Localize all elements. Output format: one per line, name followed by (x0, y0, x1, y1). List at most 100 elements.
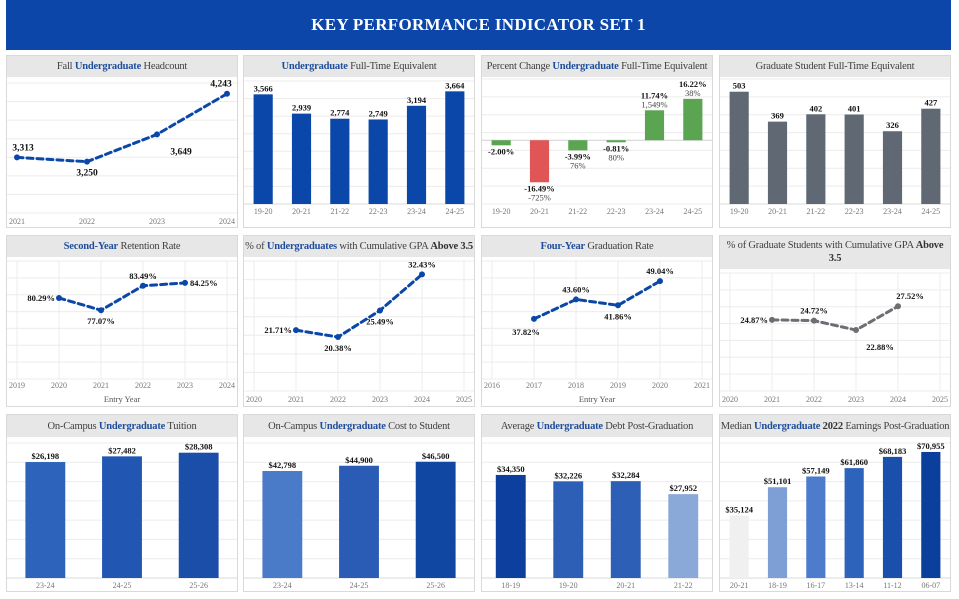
data-point (335, 334, 341, 341)
bar (729, 91, 749, 204)
chart-title-segment: Undergraduate (319, 420, 386, 432)
bar (495, 474, 526, 578)
data-label: 22.88% (866, 342, 894, 352)
x-tick-label: 2025 (932, 395, 948, 404)
x-tick-label: 2021 (764, 395, 780, 404)
series-line (770, 304, 900, 332)
chart-plot: 503 19-20 369 20-21 402 21-22 401 22-23 326 23-24… (720, 78, 950, 216)
data-label: 21.71% (264, 325, 292, 335)
bar (253, 94, 273, 204)
data-point (56, 294, 62, 301)
chart-title-segment: % of Graduate Students with Cumulative G… (726, 240, 916, 251)
x-tick-label: 2020 (246, 395, 262, 404)
series-line (294, 272, 424, 339)
dashboard-header: KEY PERFORMANCE INDICATOR SET 1 (6, 0, 951, 50)
data-sublabel: 80% (608, 152, 624, 162)
x-tick-label: 24-25 (683, 207, 702, 216)
x-tick-label: 06-07 (921, 581, 940, 590)
data-point (154, 131, 160, 138)
data-label: $57,149 (802, 465, 830, 475)
x-tick-label: 11-12 (883, 581, 901, 590)
data-label: 11.74% (641, 90, 668, 100)
chart-title: Second-Year Retention Rate (7, 236, 237, 257)
data-label: $35,124 (725, 505, 753, 515)
x-tick-label: 24-25 (445, 207, 464, 216)
kpi-chart-panel: On-Campus Undergraduate Tuition $26,198 23… (6, 414, 238, 592)
x-tick-label: 2021 (694, 381, 710, 390)
bar (330, 118, 350, 204)
x-tick-label: 19-20 (730, 207, 749, 216)
data-label: 25.49% (366, 316, 394, 326)
chart-plot: 2021 2022 2023 2024 3,313 3,250 3,649 4,243 (7, 80, 237, 226)
x-tick-label: 19-20 (254, 207, 273, 216)
x-tick-label: 20-21 (616, 581, 635, 590)
x-tick-label: 20-21 (292, 207, 311, 216)
data-point (615, 302, 621, 309)
data-label: 49.04% (646, 266, 674, 276)
bar (415, 461, 456, 578)
x-tick-label: 2023 (372, 395, 388, 404)
chart-title: Median Undergraduate 2022 Earnings Post-… (720, 415, 950, 437)
chart-title-segment: Graduate Student Full-Time Equivalent (755, 61, 915, 72)
chart-title: Percent Change Undergraduate Full-Time E… (482, 56, 712, 77)
chart-title: Fall Undergraduate Headcount (7, 56, 237, 77)
chart-plot: $35,124 20-21 $51,101 18-19 $57,149 16-17 $61,… (720, 441, 950, 590)
chart-plot: $26,198 23-24 $27,482 24-25 $28,308 25-26 (7, 442, 237, 590)
data-label: 80.29% (27, 293, 55, 303)
x-tick-label: 23-24 (36, 581, 55, 590)
chart-title-segment: Fall (56, 61, 75, 72)
chart-title-segment: Undergraduate (98, 420, 166, 432)
bar (445, 91, 465, 204)
chart-title: Graduate Student Full-Time Equivalent (720, 56, 950, 77)
chart-title-segment: Full-Time Equivalent (618, 61, 708, 72)
series-line (57, 281, 187, 312)
data-point (853, 327, 859, 334)
data-label: 402 (809, 103, 822, 113)
bar (683, 98, 703, 141)
chart-title-segment: Graduation Rate (584, 241, 654, 252)
chart-title-segment: Earnings Post-Graduation (842, 420, 950, 432)
x-tick-label: 2017 (526, 381, 542, 390)
x-tick-label: 22-23 (845, 207, 864, 216)
data-point (769, 316, 775, 323)
kpi-chart-panel: Percent Change Undergraduate Full-Time E… (481, 55, 713, 228)
x-tick-label: 24-25 (113, 581, 132, 590)
x-tick-label: 2019 (610, 381, 626, 390)
kpi-chart-panel: Median Undergraduate 2022 Earnings Post-… (719, 414, 951, 592)
data-label: 41.86% (604, 311, 632, 321)
x-tick-label: 18-19 (768, 581, 787, 590)
x-tick-label: 23-24 (645, 207, 664, 216)
x-tick-label: 22-23 (607, 207, 626, 216)
data-label: 401 (848, 103, 861, 113)
data-point (531, 315, 537, 322)
chart-title-segment: with Cumulative GPA (336, 241, 431, 252)
bar (806, 476, 826, 578)
chart-plot: 2020 2021 2022 2023 2024 2025 21.71% 20.38% 25.4… (244, 259, 474, 404)
kpi-chart-panel: Undergraduate Full-Time Equivalent 3,566 1… (243, 55, 475, 228)
data-label: 84.25% (190, 278, 218, 288)
data-point (895, 303, 901, 310)
series-line (532, 279, 662, 321)
chart-title-segment: Undergraduates (266, 241, 337, 252)
bar (102, 456, 142, 578)
x-tick-label: 2023 (177, 381, 193, 390)
x-tick-label: 25-26 (426, 581, 445, 590)
data-label: 2,939 (292, 103, 311, 113)
kpi-chart-panel: Four-Year Graduation Rate 2016 2017 2018 201… (481, 235, 713, 407)
chart-plot: 2020 2021 2022 2023 2024 2025 24.87% 24.72% 22.8… (720, 272, 950, 404)
bar (921, 451, 941, 578)
x-tick-label: 24-25 (921, 207, 940, 216)
data-label: $46,500 (422, 451, 450, 461)
x-tick-label: 2020 (722, 395, 738, 404)
x-tick-label: 22-23 (369, 207, 388, 216)
data-label: -2.00% (488, 146, 514, 156)
data-label: $34,350 (497, 464, 525, 474)
x-tick-label: 21-22 (568, 207, 587, 216)
bar (610, 481, 641, 578)
x-tick-label: 25-26 (189, 581, 208, 590)
chart-plot: $34,350 18-19 $32,226 19-20 $32,284 20-21 $27,… (482, 442, 712, 590)
data-sublabel: 76% (570, 160, 586, 170)
data-point (98, 307, 104, 314)
x-tick-label: 2023 (149, 217, 165, 226)
x-tick-label: 21-22 (330, 207, 349, 216)
